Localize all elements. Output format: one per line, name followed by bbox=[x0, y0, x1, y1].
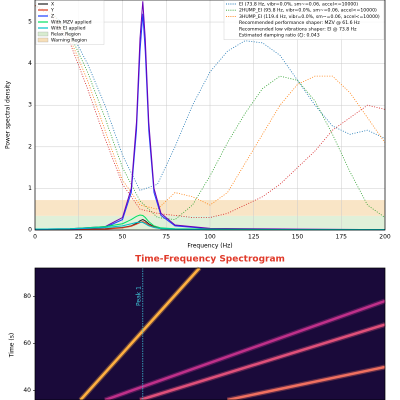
legend-swatch bbox=[37, 37, 49, 43]
y-tick-label: 1 bbox=[28, 185, 32, 192]
y-tick-label: 4 bbox=[28, 60, 32, 67]
ridge bbox=[227, 365, 386, 400]
spectrogram-y-label: Time (s) bbox=[9, 333, 16, 358]
legend-label: Warning Region bbox=[51, 38, 87, 44]
x-tick-label: 200 bbox=[379, 234, 391, 241]
y-tick-label: 80 bbox=[23, 293, 31, 300]
peak-label: Peak 1 bbox=[135, 286, 142, 306]
series-line bbox=[34, 1, 386, 231]
x-tick-label: 50 bbox=[119, 234, 127, 241]
series-line bbox=[34, 5, 386, 221]
x-tick-label: 75 bbox=[162, 234, 170, 241]
legend-label: EI (73.8 Hz, vibr=0.0%, sm~=0.06, accel<… bbox=[239, 2, 358, 8]
series-line bbox=[34, 5, 386, 210]
legend: EI (73.8 Hz, vibr=0.0%, sm~=0.06, accel<… bbox=[223, 0, 385, 40]
y-tick-label: 60 bbox=[23, 340, 31, 347]
legend-label: 2HUMP_EI (95.8 Hz, vibr=0.0%, sm~=0.06, … bbox=[239, 8, 377, 14]
x-tick-label: 0 bbox=[33, 234, 37, 241]
y-tick-label: 2 bbox=[28, 143, 32, 150]
legend-label: Z bbox=[51, 14, 54, 20]
y-axis-label: Power spectral density bbox=[5, 81, 12, 149]
legend-note: Recommended low vibrations shaper: EI @ … bbox=[239, 26, 357, 32]
legend-label: Y bbox=[50, 8, 54, 14]
x-tick-label: 150 bbox=[292, 234, 304, 241]
ridge bbox=[139, 323, 386, 400]
x-axis-label: Frequency (Hz) bbox=[187, 243, 232, 250]
y-tick-label: 40 bbox=[23, 387, 31, 394]
legend-note: Estimated damping ratio (ζ): 0.043 bbox=[239, 33, 320, 39]
x-tick-label: 125 bbox=[248, 234, 260, 241]
plot-frame bbox=[34, 0, 386, 231]
x-tick-label: 175 bbox=[336, 234, 348, 241]
y-tick-label: 0 bbox=[28, 227, 32, 234]
legend-label: Relax Region bbox=[51, 32, 81, 38]
ridge bbox=[104, 299, 386, 400]
ridge bbox=[79, 267, 201, 400]
legend-box bbox=[223, 0, 385, 40]
y-tick-label: 3 bbox=[28, 102, 32, 109]
legend-label: X bbox=[51, 2, 54, 8]
legend-label: With MZV applied bbox=[51, 20, 92, 26]
series-line bbox=[34, 221, 385, 231]
series-line bbox=[34, 13, 385, 231]
plot-frame bbox=[34, 267, 386, 400]
spectrogram-title: Time-Frequency Spectrogram bbox=[135, 255, 285, 265]
legend-note: Recommended performance shaper: MZV @ 61… bbox=[239, 20, 360, 26]
legend-label: With EI applied bbox=[51, 26, 86, 32]
x-tick-label: 100 bbox=[204, 234, 216, 241]
legend-swatch bbox=[37, 31, 49, 37]
y-tick-label: 5 bbox=[28, 19, 32, 26]
x-tick-label: 25 bbox=[75, 234, 83, 241]
legend-label: 3HUMP_EI (119.4 Hz, vibr=0.0%, sm~=0.06,… bbox=[239, 14, 380, 20]
